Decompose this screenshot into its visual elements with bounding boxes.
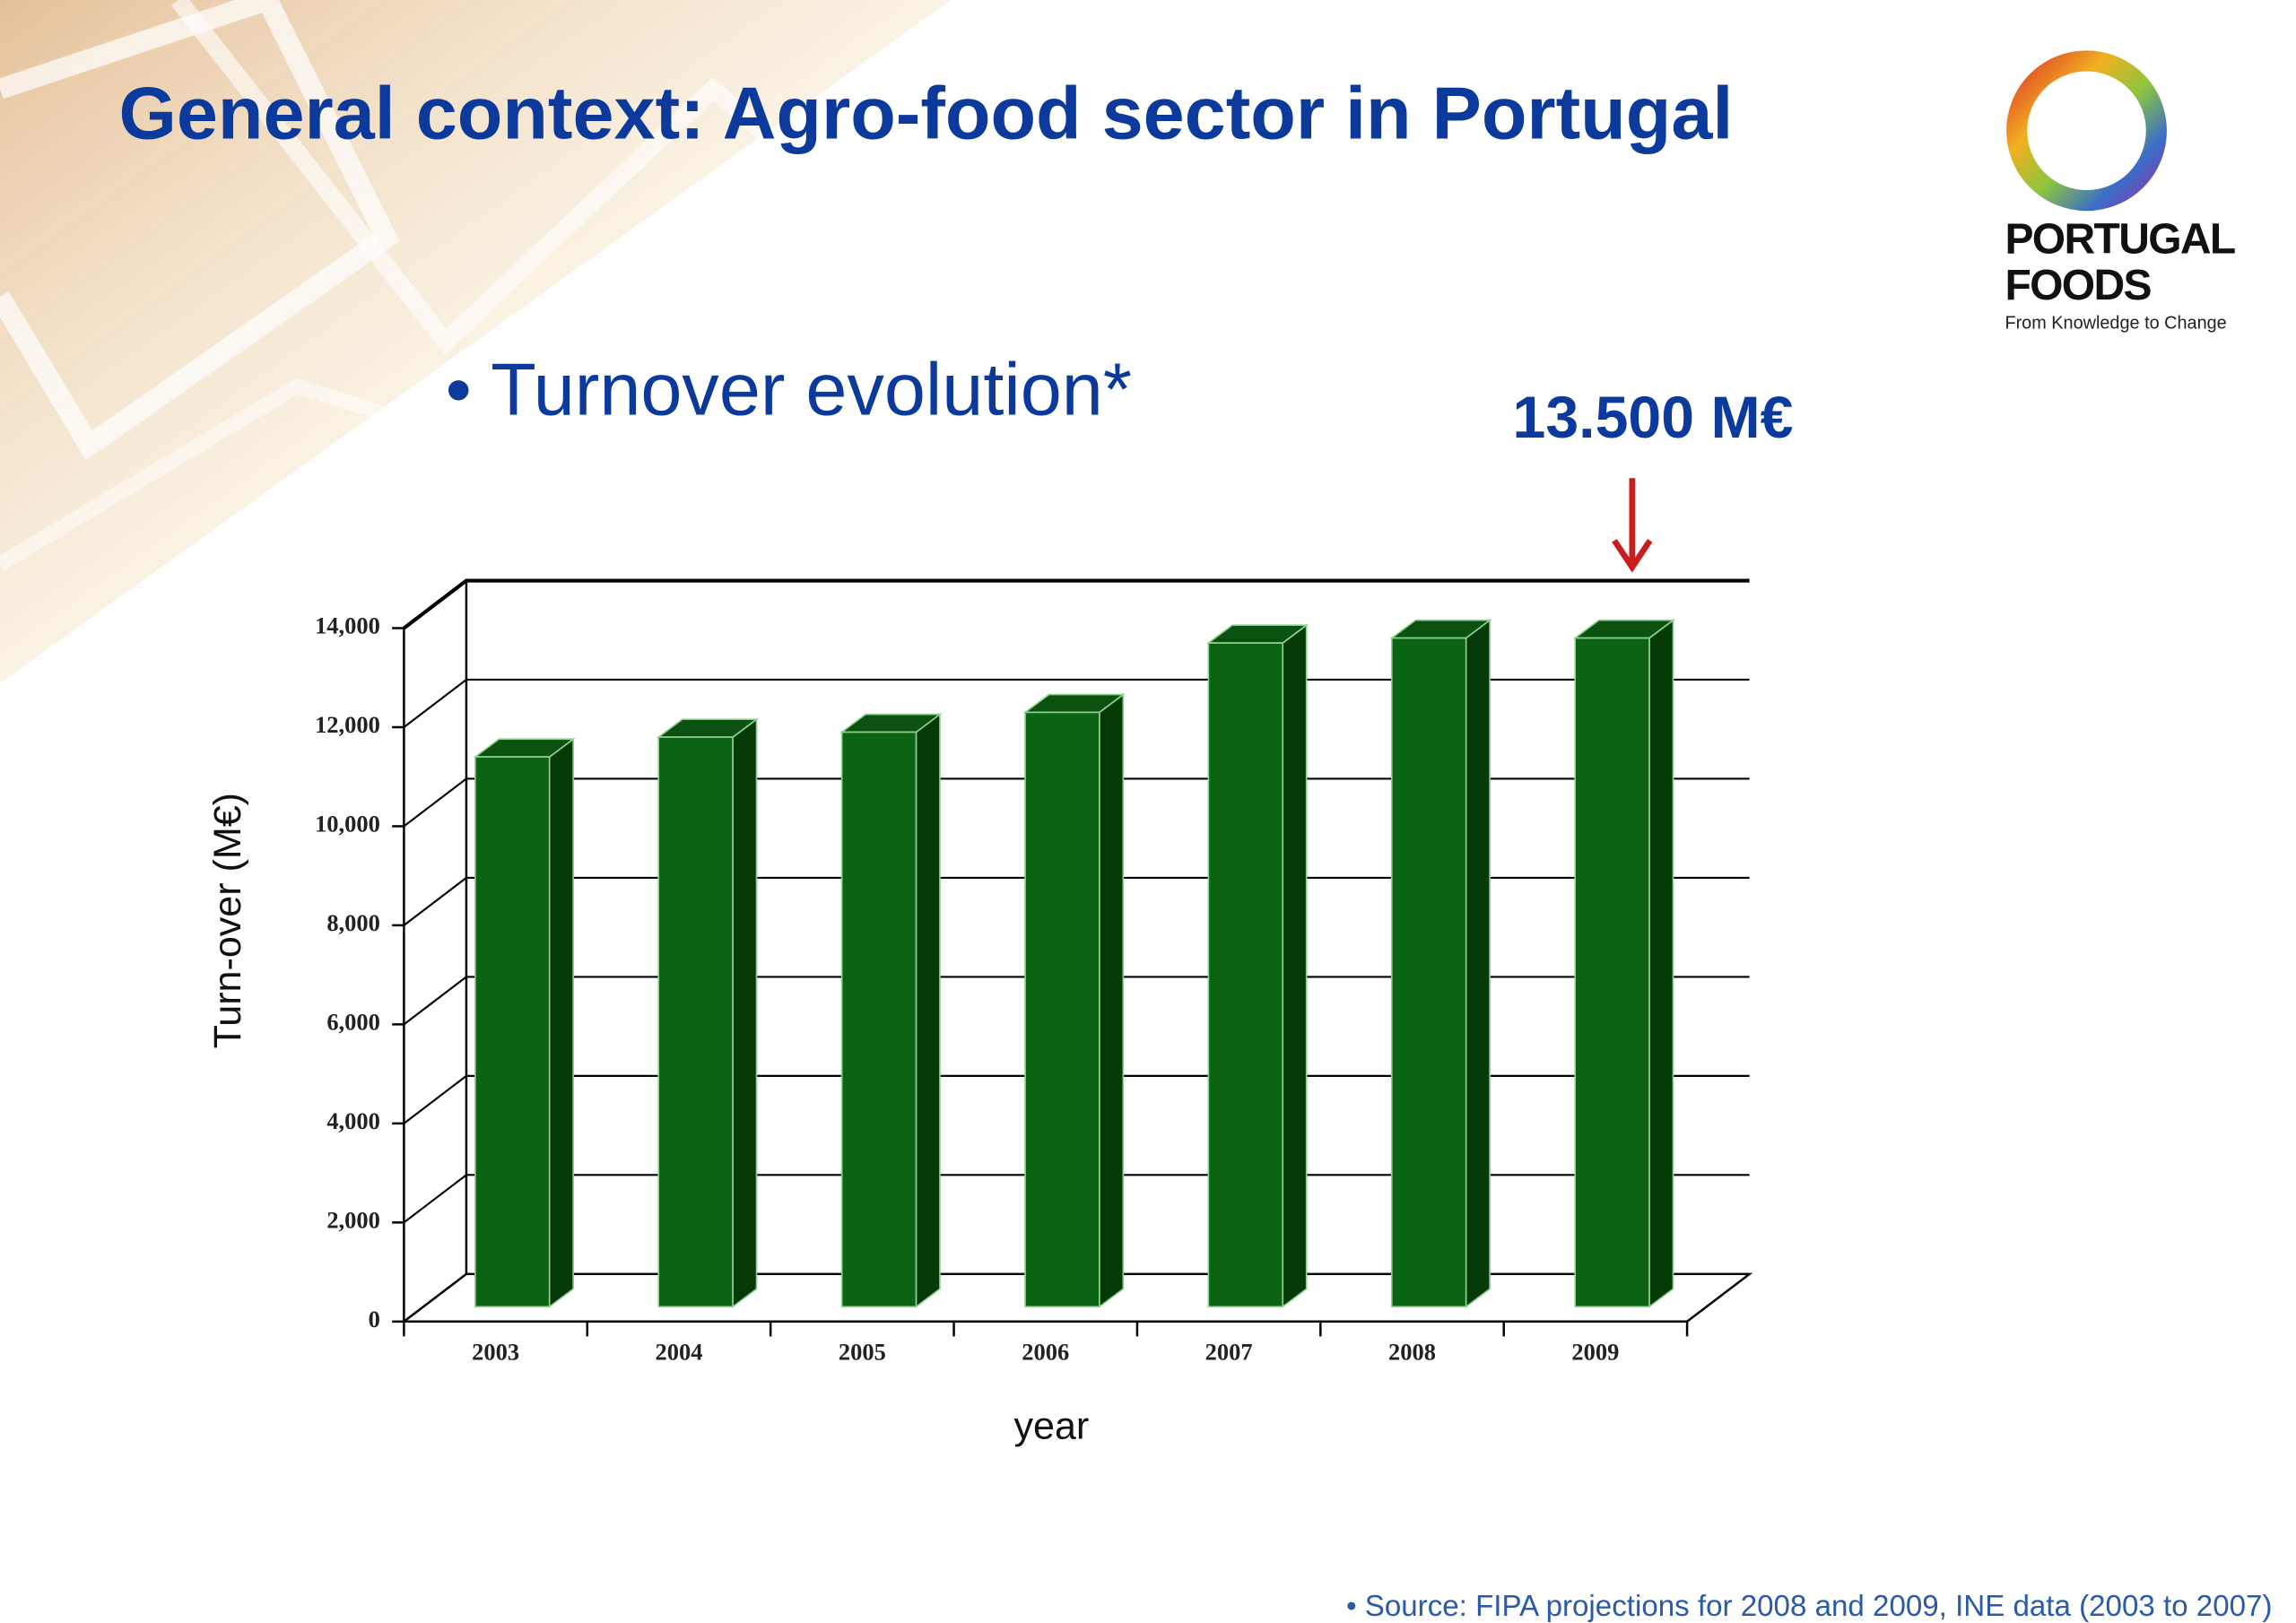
slide-title: General context: Agro-food sector in Por…	[118, 71, 1733, 154]
x-tick-label: 2004	[655, 1338, 702, 1365]
x-tick-label: 2005	[839, 1338, 886, 1365]
x-tick-label: 2008	[1388, 1338, 1436, 1365]
bullet: • Turnover evolution*	[446, 347, 1132, 430]
bar-side	[1099, 692, 1125, 1308]
y-tick-label: 10,000	[315, 811, 380, 838]
bar	[840, 731, 918, 1308]
logo-name: PORTUGAL	[2005, 216, 2234, 264]
grid-line	[403, 777, 1750, 828]
bar-side	[1282, 623, 1308, 1308]
grid-line	[403, 1174, 1750, 1224]
grid-line	[403, 1272, 1750, 1323]
bar-side	[1465, 619, 1491, 1308]
annotation: 13.500 M€	[1513, 385, 1794, 451]
bar	[1390, 637, 1467, 1308]
bar	[1024, 711, 1100, 1308]
background-decor	[0, 0, 951, 683]
x-tick-label: 2009	[1571, 1338, 1619, 1365]
y-tick-label: 2,000	[326, 1206, 380, 1233]
bar	[474, 756, 551, 1308]
y-tick-label: 8,000	[326, 909, 380, 936]
bar-side	[732, 717, 758, 1308]
y-axis-label: Turn-over (M€)	[206, 793, 249, 1048]
logo-name: FOODS	[2005, 262, 2151, 309]
x-tick-label: 2006	[1022, 1338, 1069, 1365]
grid-line	[403, 876, 1750, 926]
bar-side	[1648, 619, 1674, 1308]
logo-tagline: From Knowledge to Change	[2005, 313, 2226, 333]
grid-line	[403, 1074, 1750, 1124]
chart: 0 2,000 4,000 6,000 8,000 10,000 12,000 14,000 2…	[315, 578, 1753, 1365]
y-tick-label: 0	[369, 1306, 380, 1332]
x-tick-label: 2003	[472, 1338, 519, 1365]
logo-ring	[2006, 50, 2167, 212]
bar	[657, 736, 734, 1308]
y-tick-label: 6,000	[326, 1008, 380, 1035]
logo: PORTUGAL FOODS From Knowledge to Change	[2005, 50, 2237, 333]
grid-line	[403, 678, 1750, 728]
grid-line	[403, 976, 1750, 1026]
y-tick-label: 4,000	[326, 1107, 380, 1134]
annotation-arrow	[1612, 478, 1653, 573]
y-tick-label: 14,000	[315, 612, 380, 639]
x-tick-label: 2007	[1205, 1338, 1253, 1365]
bar	[1574, 637, 1650, 1308]
source-note: • Source: FIPA projections for 2008 and …	[1346, 1590, 2273, 1623]
y-tick-label: 12,000	[315, 711, 380, 738]
bar-side	[548, 737, 574, 1308]
bar	[1207, 642, 1284, 1308]
bar-side	[915, 712, 941, 1308]
grid-line	[403, 578, 1750, 630]
x-axis-label: year	[1013, 1404, 1089, 1447]
